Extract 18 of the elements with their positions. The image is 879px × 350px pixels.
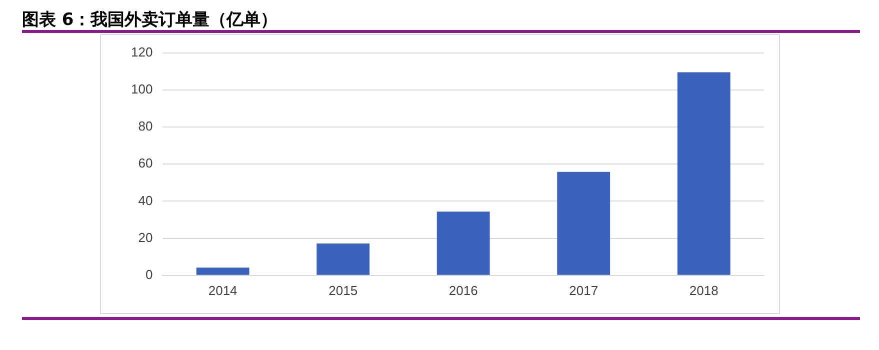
x-tick-label: 2016: [448, 282, 478, 298]
y-tick-label: 80: [138, 118, 153, 134]
bar: [436, 212, 490, 275]
x-tick-label: 2015: [328, 282, 358, 298]
y-tick-label: 100: [130, 81, 153, 96]
bar: [557, 172, 610, 275]
x-tick-label: 2017: [569, 282, 598, 298]
x-tick-label: 2018: [689, 282, 718, 298]
bar: [316, 243, 370, 275]
x-tick-label: 2014: [208, 282, 238, 298]
y-tick-label: 60: [138, 156, 153, 171]
y-tick-label: 20: [138, 230, 153, 245]
bar: [677, 72, 730, 275]
bar: [196, 268, 250, 275]
y-tick-label: 40: [138, 192, 153, 208]
y-tick-label: 0: [145, 266, 153, 282]
chart-title: 图表 6：我国外卖订单量（亿单）: [22, 9, 278, 31]
y-tick-label: 120: [130, 44, 153, 60]
